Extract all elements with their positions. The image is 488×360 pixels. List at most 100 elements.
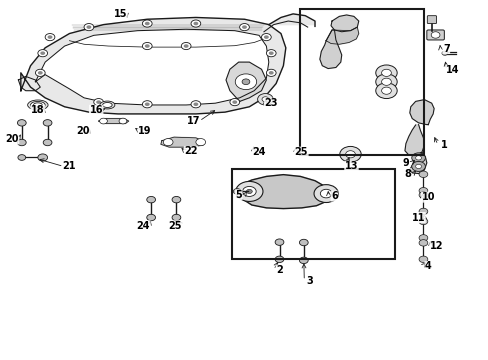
Circle shape [84,23,94,31]
Circle shape [418,235,427,241]
Circle shape [183,44,188,48]
Circle shape [232,100,237,104]
Circle shape [181,42,191,50]
Text: 7: 7 [442,44,449,54]
Text: 12: 12 [429,241,443,251]
FancyBboxPatch shape [427,16,436,23]
Circle shape [239,23,249,31]
Text: 4: 4 [424,261,431,271]
Text: 2: 2 [276,265,282,275]
Circle shape [375,74,396,90]
Circle shape [163,139,173,146]
Circle shape [43,139,52,146]
Circle shape [144,103,149,106]
Circle shape [96,100,101,104]
Text: 8: 8 [403,168,410,179]
Circle shape [275,239,284,246]
Text: 21: 21 [62,161,76,171]
Ellipse shape [30,102,45,109]
Polygon shape [161,137,204,147]
Circle shape [418,240,427,246]
Text: 9: 9 [402,158,408,168]
Polygon shape [409,100,433,125]
Text: 17: 17 [186,116,200,126]
Polygon shape [409,152,426,174]
Circle shape [172,197,181,203]
Circle shape [262,97,268,102]
Circle shape [35,69,45,76]
Text: 14: 14 [445,65,458,75]
Circle shape [418,256,427,262]
Polygon shape [99,118,128,123]
Text: 3: 3 [306,276,313,286]
Circle shape [43,120,52,126]
Bar [232,169,394,258]
Text: 11: 11 [411,212,425,222]
Circle shape [246,189,252,194]
Circle shape [242,186,256,197]
Circle shape [94,99,103,106]
Polygon shape [330,15,358,32]
Circle shape [266,69,276,76]
FancyBboxPatch shape [426,30,444,40]
Circle shape [375,83,396,99]
Circle shape [242,25,246,29]
Circle shape [299,239,307,246]
Ellipse shape [102,103,112,108]
Circle shape [418,192,427,198]
Text: 25: 25 [168,221,182,231]
Circle shape [381,78,390,85]
Circle shape [418,188,427,194]
Circle shape [142,20,152,27]
Circle shape [18,120,26,126]
Circle shape [47,35,52,39]
Circle shape [38,50,47,57]
Ellipse shape [28,100,48,110]
Polygon shape [35,29,268,105]
Circle shape [264,35,268,39]
Text: 20: 20 [76,126,90,136]
Text: 25: 25 [294,147,307,157]
Circle shape [415,164,421,168]
Circle shape [191,101,201,108]
Circle shape [268,71,273,75]
Circle shape [18,155,26,160]
Circle shape [172,214,181,221]
Text: 1: 1 [440,140,447,150]
Circle shape [411,153,425,163]
Circle shape [430,32,439,38]
Circle shape [299,257,307,264]
Polygon shape [319,30,341,68]
Circle shape [86,25,91,29]
Text: 22: 22 [184,147,197,157]
Ellipse shape [33,103,42,107]
Circle shape [415,156,421,160]
Circle shape [339,147,361,162]
Circle shape [320,189,331,198]
Circle shape [196,139,205,146]
Circle shape [142,42,152,50]
Circle shape [193,103,198,106]
Circle shape [418,171,427,177]
Polygon shape [19,76,40,91]
Circle shape [381,69,390,76]
Circle shape [142,101,152,108]
Circle shape [40,51,45,55]
Circle shape [441,51,447,55]
Circle shape [345,151,355,158]
Circle shape [38,71,42,75]
Circle shape [375,65,396,81]
Ellipse shape [100,101,115,109]
Circle shape [313,185,338,203]
Circle shape [418,218,427,225]
Text: 6: 6 [330,191,337,201]
Circle shape [381,87,390,94]
Circle shape [146,214,155,221]
Circle shape [144,44,149,48]
Text: 24: 24 [136,221,150,231]
Text: 19: 19 [138,126,151,136]
Circle shape [242,79,249,85]
Polygon shape [240,175,329,208]
Text: 10: 10 [421,192,434,202]
Bar [300,9,424,155]
